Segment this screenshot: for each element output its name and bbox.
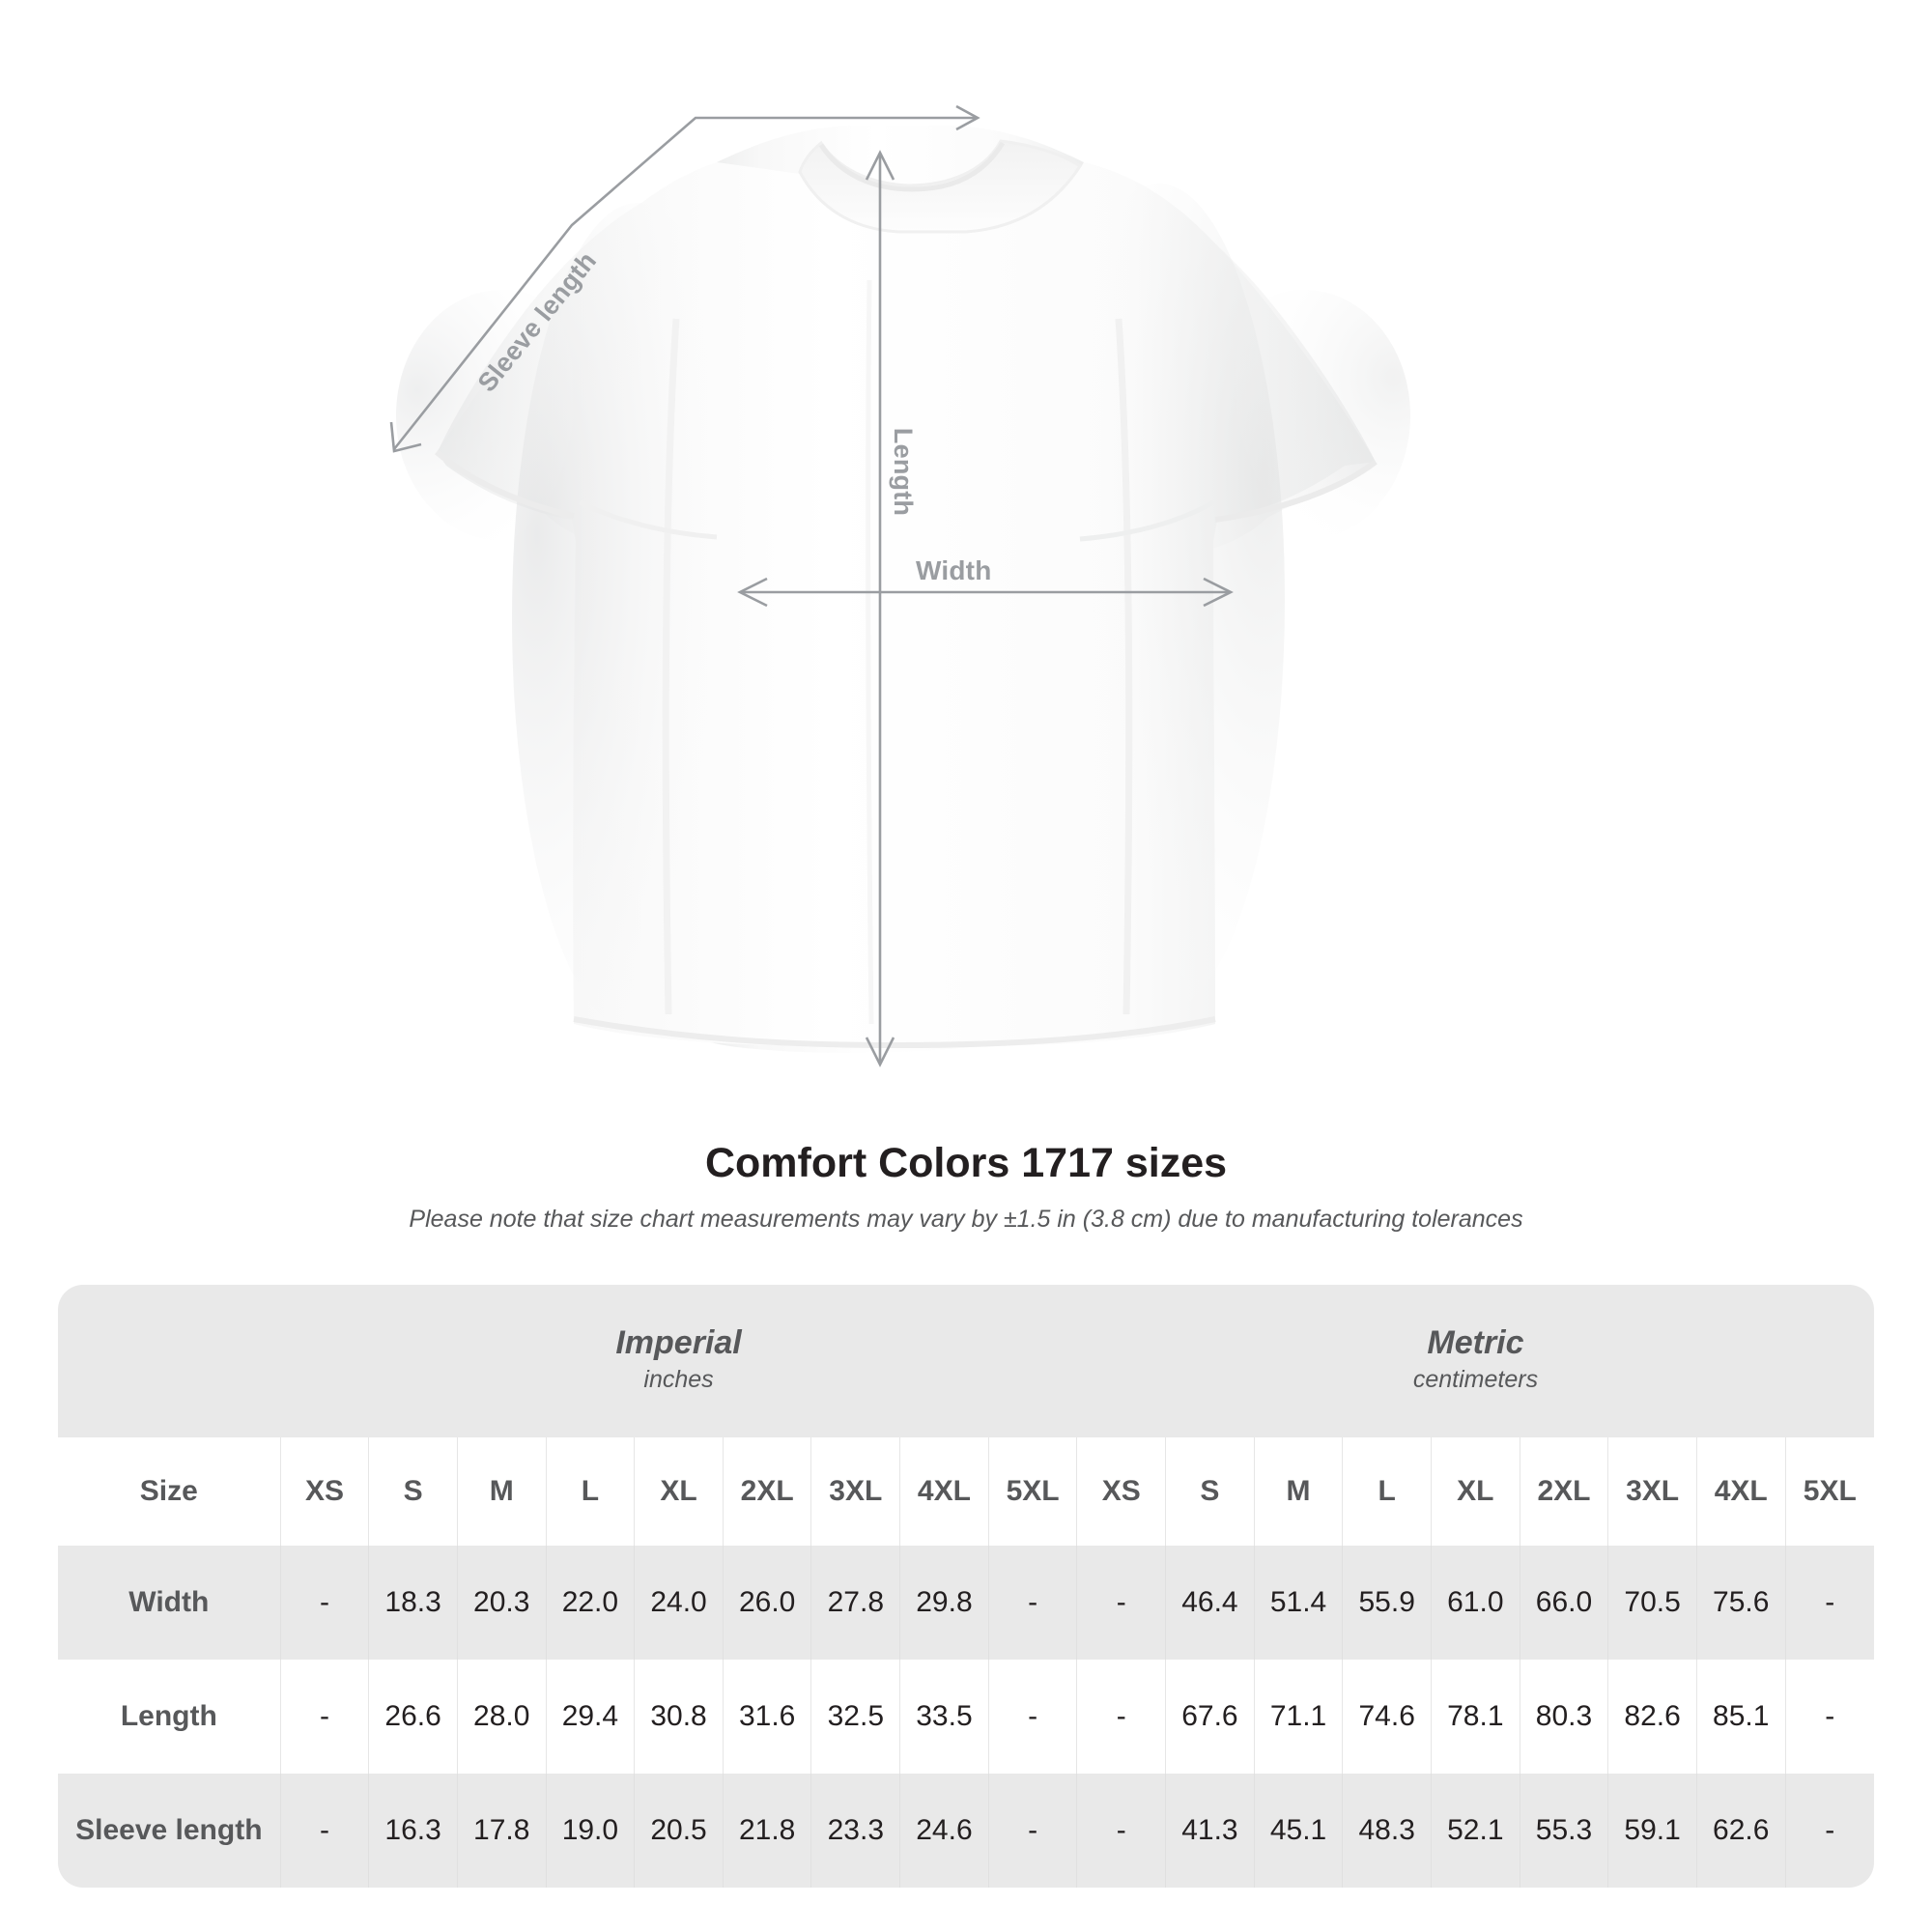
width-annotation-label: Width <box>916 555 992 585</box>
cell-width-imperial-2xl: 26.0 <box>722 1546 811 1660</box>
cell-length-imperial-3xl: 32.5 <box>810 1660 900 1774</box>
unit-group-header-row: Imperial inches Metric centimeters <box>58 1285 1874 1437</box>
table-row: Width - 18.3 20.3 22.0 24.0 26.0 27.8 29… <box>58 1546 1874 1660</box>
size-table-container: Imperial inches Metric centimeters Size … <box>58 1285 1874 1888</box>
size-header-metric-2xl: 2XL <box>1519 1437 1608 1546</box>
cell-length-imperial-s: 26.6 <box>368 1660 458 1774</box>
cell-sleeve-metric-s: 41.3 <box>1165 1774 1255 1888</box>
cell-width-imperial-l: 22.0 <box>545 1546 635 1660</box>
cell-sleeve-imperial-xl: 20.5 <box>634 1774 724 1888</box>
size-header-label: Size <box>58 1437 281 1546</box>
cell-sleeve-metric-m: 45.1 <box>1253 1774 1343 1888</box>
group-metric: Metric centimeters <box>1076 1285 1874 1437</box>
size-header-metric-4xl: 4XL <box>1695 1437 1786 1546</box>
group-imperial: Imperial inches <box>280 1285 1077 1437</box>
cell-width-imperial-s: 18.3 <box>368 1546 458 1660</box>
cell-length-imperial-2xl: 31.6 <box>722 1660 811 1774</box>
table-row: Length - 26.6 28.0 29.4 30.8 31.6 32.5 3… <box>58 1660 1874 1774</box>
cell-length-imperial-xs: - <box>279 1660 369 1774</box>
cell-sleeve-imperial-4xl: 24.6 <box>899 1774 989 1888</box>
cell-length-imperial-l: 29.4 <box>545 1660 635 1774</box>
group-metric-name: Metric <box>1427 1323 1524 1361</box>
cell-width-imperial-4xl: 29.8 <box>899 1546 989 1660</box>
group-metric-unit: centimeters <box>1412 1365 1539 1393</box>
size-header-metric-xs: XS <box>1076 1437 1166 1546</box>
size-header-imperial-3xl: 3XL <box>810 1437 900 1546</box>
cell-width-metric-l: 55.9 <box>1342 1546 1432 1660</box>
row-label-length: Length <box>58 1660 281 1774</box>
cell-sleeve-metric-l: 48.3 <box>1342 1774 1432 1888</box>
row-label-sleeve-length: Sleeve length <box>58 1774 281 1888</box>
size-header-imperial-5xl: 5XL <box>987 1437 1077 1546</box>
cell-width-metric-3xl: 70.5 <box>1607 1546 1697 1660</box>
size-header-imperial-xl: XL <box>634 1437 724 1546</box>
cell-width-metric-2xl: 66.0 <box>1519 1546 1608 1660</box>
size-table: Imperial inches Metric centimeters Size … <box>58 1285 1874 1888</box>
cell-length-metric-3xl: 82.6 <box>1607 1660 1697 1774</box>
size-header-metric-m: M <box>1253 1437 1343 1546</box>
table-row: Sleeve length - 16.3 17.8 19.0 20.5 21.8… <box>58 1774 1874 1888</box>
cell-width-imperial-m: 20.3 <box>456 1546 547 1660</box>
length-annotation-label: Length <box>889 427 919 517</box>
tshirt-measurement-diagram: Sleeve length Length Width <box>389 104 1410 1067</box>
cell-width-metric-4xl: 75.6 <box>1695 1546 1786 1660</box>
size-header-imperial-2xl: 2XL <box>722 1437 811 1546</box>
cell-length-metric-s: 67.6 <box>1165 1660 1255 1774</box>
cell-length-metric-xl: 78.1 <box>1431 1660 1520 1774</box>
cell-sleeve-metric-xl: 52.1 <box>1431 1774 1520 1888</box>
size-header-imperial-xs: XS <box>279 1437 369 1546</box>
cell-width-metric-xl: 61.0 <box>1431 1546 1520 1660</box>
size-header-metric-l: L <box>1342 1437 1432 1546</box>
size-header-row: Size XS S M L XL 2XL 3XL 4XL 5XL XS S M … <box>58 1437 1874 1546</box>
group-imperial-unit: inches <box>643 1365 714 1393</box>
size-header-imperial-l: L <box>545 1437 635 1546</box>
cell-sleeve-imperial-l: 19.0 <box>545 1774 635 1888</box>
cell-sleeve-imperial-s: 16.3 <box>368 1774 458 1888</box>
cell-sleeve-imperial-2xl: 21.8 <box>722 1774 811 1888</box>
size-header-imperial-m: M <box>456 1437 547 1546</box>
size-header-metric-3xl: 3XL <box>1607 1437 1697 1546</box>
size-header-imperial-4xl: 4XL <box>899 1437 989 1546</box>
cell-length-imperial-4xl: 33.5 <box>899 1660 989 1774</box>
cell-sleeve-metric-xs: - <box>1076 1774 1166 1888</box>
cell-width-metric-xs: - <box>1076 1546 1166 1660</box>
cell-sleeve-metric-3xl: 59.1 <box>1607 1774 1697 1888</box>
cell-length-metric-4xl: 85.1 <box>1695 1660 1786 1774</box>
cell-width-imperial-xl: 24.0 <box>634 1546 724 1660</box>
cell-width-imperial-xs: - <box>279 1546 369 1660</box>
size-header-metric-xl: XL <box>1431 1437 1520 1546</box>
cell-length-metric-l: 74.6 <box>1342 1660 1432 1774</box>
cell-sleeve-imperial-m: 17.8 <box>456 1774 547 1888</box>
cell-sleeve-metric-4xl: 62.6 <box>1695 1774 1786 1888</box>
cell-length-metric-5xl: - <box>1784 1660 1874 1774</box>
size-header-metric-s: S <box>1165 1437 1255 1546</box>
cell-sleeve-imperial-5xl: - <box>987 1774 1077 1888</box>
group-spacer-cell <box>58 1285 281 1437</box>
cell-length-metric-xs: - <box>1076 1660 1166 1774</box>
cell-width-imperial-5xl: - <box>987 1546 1077 1660</box>
cell-length-imperial-m: 28.0 <box>456 1660 547 1774</box>
cell-length-imperial-xl: 30.8 <box>634 1660 724 1774</box>
cell-length-metric-m: 71.1 <box>1253 1660 1343 1774</box>
size-header-metric-5xl: 5XL <box>1784 1437 1874 1546</box>
row-label-width: Width <box>58 1546 281 1660</box>
cell-width-metric-m: 51.4 <box>1253 1546 1343 1660</box>
cell-sleeve-metric-2xl: 55.3 <box>1519 1774 1608 1888</box>
cell-width-metric-s: 46.4 <box>1165 1546 1255 1660</box>
cell-length-imperial-5xl: - <box>987 1660 1077 1774</box>
tolerance-note: Please note that size chart measurements… <box>409 1206 1523 1233</box>
cell-length-metric-2xl: 80.3 <box>1519 1660 1608 1774</box>
size-header-imperial-s: S <box>368 1437 458 1546</box>
group-imperial-name: Imperial <box>615 1323 742 1361</box>
cell-sleeve-metric-5xl: - <box>1784 1774 1874 1888</box>
cell-width-metric-5xl: - <box>1784 1546 1874 1660</box>
page-title: Comfort Colors 1717 sizes <box>704 1140 1228 1186</box>
cell-sleeve-imperial-xs: - <box>279 1774 369 1888</box>
cell-sleeve-imperial-3xl: 23.3 <box>810 1774 900 1888</box>
cell-width-imperial-3xl: 27.8 <box>810 1546 900 1660</box>
